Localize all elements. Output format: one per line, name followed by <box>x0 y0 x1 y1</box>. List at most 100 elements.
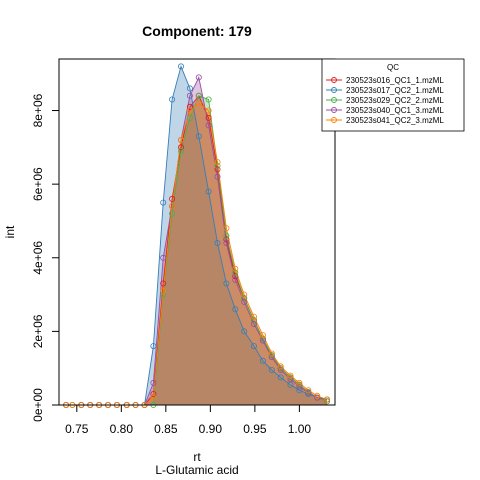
data-point-s5-20 <box>232 265 239 272</box>
data-point-s5-29 <box>314 392 321 399</box>
data-point-s1-18 <box>223 236 230 243</box>
data-point-s2-14 <box>186 85 193 92</box>
data-point-s3-25 <box>287 374 294 381</box>
data-point-s2-12 <box>169 96 176 103</box>
data-point-s4-19 <box>232 276 239 283</box>
legend-label-4: 230523s040_QC1_3.mzML <box>346 106 444 115</box>
data-point-s1-14 <box>186 103 193 110</box>
series-area-5 <box>66 103 327 405</box>
data-point-s5-28 <box>305 387 312 394</box>
data-point-s2-23 <box>268 366 275 373</box>
legend-entries: 230523s016_QC1_1.mzML230523s017_QC2_1.mz… <box>326 76 444 125</box>
legend-swatch-marker-5 <box>331 117 337 123</box>
y-tick-label-3: 4e+06 <box>31 241 45 275</box>
data-point-s4-26 <box>296 383 303 390</box>
legend-label-1: 230523s016_QC1_1.mzML <box>346 76 444 85</box>
data-point-s2-24 <box>277 374 284 381</box>
series-area-2 <box>66 66 327 406</box>
data-point-s5-25 <box>277 363 284 370</box>
data-point-s3-23 <box>268 352 275 359</box>
data-point-s4-14 <box>186 92 193 99</box>
data-point-s1-19 <box>232 273 239 280</box>
data-point-s3-20 <box>241 295 248 302</box>
data-point-s4-15 <box>195 74 202 81</box>
data-point-s1-13 <box>177 144 184 151</box>
plot-points <box>63 63 330 408</box>
data-point-s2-21 <box>250 343 257 350</box>
data-point-s2-20 <box>241 328 248 335</box>
data-point-s4-17 <box>214 173 221 180</box>
data-point-s4-10 <box>150 379 157 386</box>
data-point-s3-22 <box>259 335 266 342</box>
data-point-s3-15 <box>195 92 202 99</box>
data-point-s5-16 <box>195 100 202 107</box>
data-point-s4-28 <box>314 394 321 401</box>
y-tick-label-1: 0e+00 <box>31 388 45 422</box>
x-tick-label-4: 0.90 <box>199 422 223 436</box>
y-tick-label-4: 6e+06 <box>31 167 45 201</box>
data-point-s3-12 <box>169 210 176 217</box>
data-point-s4-25 <box>287 376 294 383</box>
y-axis: 0e+00 2e+06 4e+06 6e+06 8e+06 <box>31 93 60 422</box>
data-point-s1-17 <box>214 166 221 173</box>
data-point-s3-14 <box>186 114 193 121</box>
legend-swatch-marker-2 <box>331 87 337 93</box>
y-tick-label-5: 8e+06 <box>31 93 45 127</box>
data-point-s2-15 <box>195 133 202 140</box>
data-point-s5-13 <box>169 203 176 210</box>
data-point-s2-10 <box>150 343 157 350</box>
data-point-s3-16 <box>205 96 212 103</box>
x-tick-label-3: 0.85 <box>154 422 178 436</box>
data-point-s3-18 <box>223 232 230 239</box>
legend: QC 230523s016_QC1_1.mzML230523s017_QC2_1… <box>321 58 465 132</box>
data-point-s1-12 <box>169 195 176 202</box>
data-point-s3-24 <box>277 365 284 372</box>
data-point-s5-27 <box>296 379 303 386</box>
data-point-s3-26 <box>296 381 303 388</box>
data-point-s4-18 <box>223 239 230 246</box>
data-point-s5-22 <box>250 313 257 320</box>
data-point-s2-18 <box>223 280 230 287</box>
data-point-s2-16 <box>205 188 212 195</box>
data-point-s4-27 <box>305 389 312 396</box>
data-point-s5-19 <box>223 225 230 232</box>
legend-label-5: 230523s041_QC2_3.mzML <box>346 116 444 125</box>
legend-swatch-marker-4 <box>331 107 337 113</box>
data-point-s2-19 <box>232 306 239 313</box>
data-point-s3-19 <box>232 269 239 276</box>
data-point-s1-16 <box>205 114 212 121</box>
legend-box <box>321 58 465 132</box>
legend-swatch-marker-1 <box>331 77 337 83</box>
data-point-s1-11 <box>160 280 167 287</box>
data-point-s5-12 <box>160 287 167 294</box>
legend-label-3: 230523s029_QC2_2.mzML <box>346 96 444 105</box>
y-tick-label-2: 2e+06 <box>31 314 45 348</box>
data-point-s2-11 <box>160 199 167 206</box>
data-point-s5-30 <box>323 396 330 403</box>
chart-title: Component: 179 <box>142 23 252 39</box>
data-point-s3-17 <box>214 162 221 169</box>
data-point-s4-23 <box>268 354 275 361</box>
plot-areas <box>66 66 328 406</box>
data-point-s4-20 <box>241 298 248 305</box>
data-point-s2-17 <box>214 239 221 246</box>
series-area-4 <box>66 77 327 406</box>
data-point-s5-18 <box>214 159 221 166</box>
data-point-s3-29 <box>323 398 330 405</box>
x-tick-label-6: 1.00 <box>288 422 312 436</box>
data-point-s2-22 <box>259 357 266 364</box>
data-point-s5-17 <box>205 107 212 114</box>
data-point-s5-26 <box>287 372 294 379</box>
data-point-s5-24 <box>268 350 275 357</box>
legend-swatch-marker-3 <box>331 97 337 103</box>
x-axis-label: rt <box>193 450 201 464</box>
data-point-s5-23 <box>259 332 266 339</box>
data-point-s1-10 <box>150 390 157 397</box>
data-point-s5-14 <box>177 136 184 143</box>
data-point-s5-15 <box>186 107 193 114</box>
data-point-s4-21 <box>250 320 257 327</box>
data-point-s3-11 <box>160 291 167 298</box>
data-point-s4-24 <box>277 366 284 373</box>
series-area-3 <box>72 95 328 406</box>
